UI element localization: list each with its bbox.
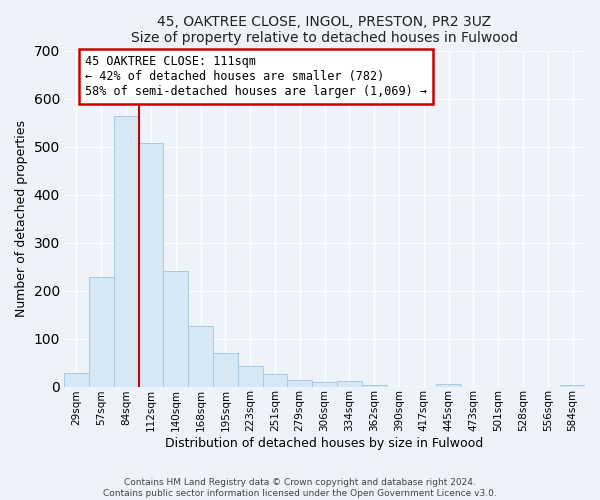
Bar <box>238 366 263 386</box>
Text: Contains HM Land Registry data © Crown copyright and database right 2024.
Contai: Contains HM Land Registry data © Crown c… <box>103 478 497 498</box>
Text: 45 OAKTREE CLOSE: 111sqm
← 42% of detached houses are smaller (782)
58% of semi-: 45 OAKTREE CLOSE: 111sqm ← 42% of detach… <box>85 56 427 98</box>
Bar <box>114 116 139 386</box>
Bar <box>64 373 89 386</box>
Bar <box>188 326 213 386</box>
Bar <box>560 384 585 386</box>
Bar <box>263 374 287 386</box>
Bar <box>287 380 312 386</box>
Title: 45, OAKTREE CLOSE, INGOL, PRESTON, PR2 3UZ
Size of property relative to detached: 45, OAKTREE CLOSE, INGOL, PRESTON, PR2 3… <box>131 15 518 45</box>
Bar <box>362 384 386 386</box>
Y-axis label: Number of detached properties: Number of detached properties <box>15 120 28 317</box>
Bar <box>139 142 163 386</box>
X-axis label: Distribution of detached houses by size in Fulwood: Distribution of detached houses by size … <box>166 437 484 450</box>
Bar <box>213 353 238 386</box>
Bar <box>436 384 461 386</box>
Bar <box>163 271 188 386</box>
Bar <box>337 381 362 386</box>
Bar <box>89 276 114 386</box>
Bar <box>312 382 337 386</box>
